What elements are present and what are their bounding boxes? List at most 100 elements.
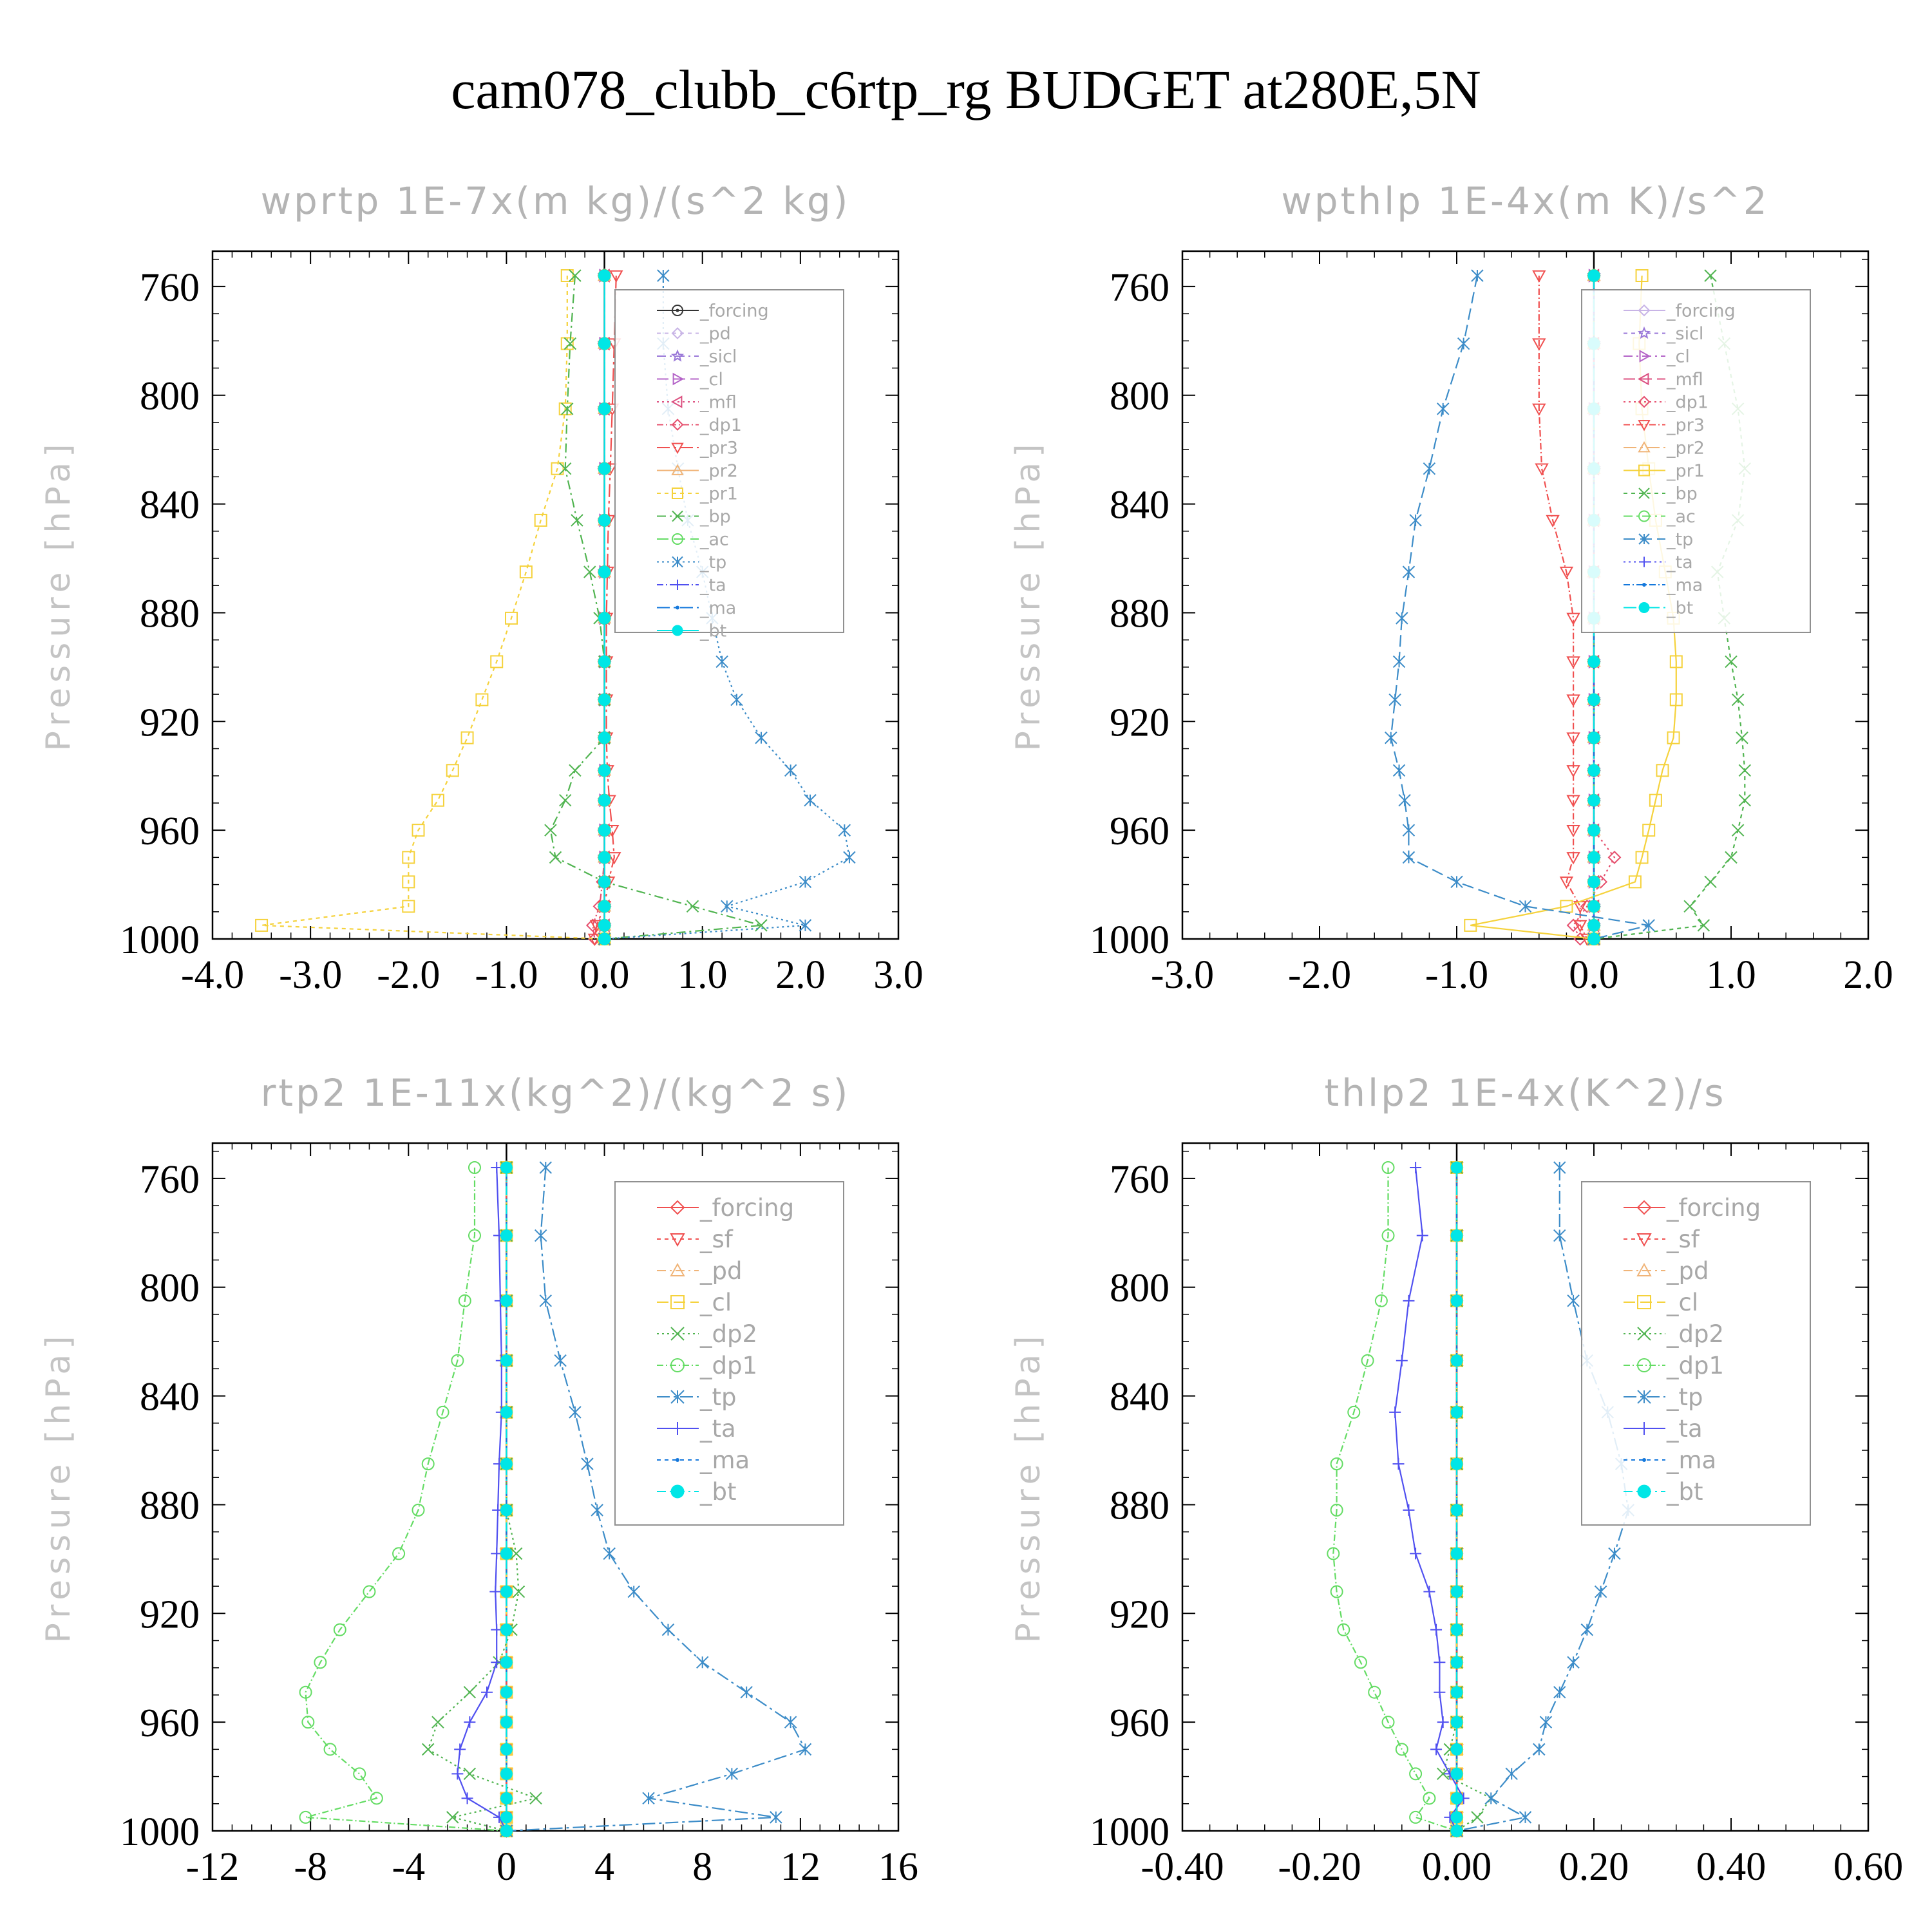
legend-marker [1637, 1484, 1651, 1499]
data-point_bp [561, 402, 574, 415]
data-point_pr1 [1669, 693, 1683, 706]
data-point_tp [1608, 1547, 1621, 1560]
data-point_tp [1553, 1686, 1566, 1699]
data-point_pr3 [1546, 515, 1560, 527]
legend-label: _pr2 [699, 461, 738, 481]
data-point_bp [1725, 851, 1738, 864]
data-point_bt [500, 1743, 513, 1756]
legend-marker [670, 1233, 685, 1247]
legend-marker [672, 510, 683, 522]
x-tick-label: 2.0 [775, 953, 826, 997]
data-point_bp [1704, 875, 1717, 889]
legend-marker [670, 1200, 685, 1215]
data-point_ta [1403, 1294, 1415, 1307]
data-point_pr3 [609, 270, 623, 283]
data-point_ta [1416, 1229, 1428, 1242]
data-point_tp [581, 1457, 594, 1470]
data-point_dp1 [468, 1160, 481, 1174]
data-point_bt [500, 1811, 513, 1824]
data-point_pr1 [558, 402, 572, 415]
data-point_dp1 [412, 1503, 425, 1517]
data-point_bt [598, 565, 611, 578]
data-point_tp [843, 851, 856, 864]
series_dp1 [299, 1160, 513, 1837]
data-point_bp [1725, 655, 1738, 668]
series-line_ta [457, 1167, 507, 1832]
data-point_bt [598, 764, 611, 777]
legend-marker [1636, 1262, 1652, 1276]
legend-label: _ta [699, 1415, 736, 1443]
data-point_tp [1402, 851, 1416, 864]
data-point_ta [1430, 1624, 1443, 1636]
data-point_pr1 [1642, 824, 1656, 837]
data-point_dp1 [1330, 1585, 1343, 1598]
data-point_bt [1587, 900, 1600, 913]
data-point_tp [740, 1686, 753, 1699]
data-point_tp [1567, 1656, 1580, 1669]
data-point_bt [598, 462, 611, 475]
y-tick-label: 880 [1110, 592, 1170, 636]
legend-marker [672, 372, 685, 386]
legend-marker [671, 464, 684, 475]
data-point_dp1 [585, 918, 600, 933]
y-tick-label: 800 [140, 375, 200, 419]
data-point_pr1 [1656, 764, 1669, 777]
data-point_dp1 [333, 1623, 346, 1636]
data-point_bt [598, 824, 611, 837]
x-tick-label: -4.0 [181, 953, 244, 997]
data-point_pr1 [560, 269, 574, 282]
data-point_bt [1450, 1547, 1463, 1560]
data-point_bt [500, 1504, 513, 1517]
data-point_tp [1423, 462, 1436, 475]
legend-marker [1639, 556, 1649, 567]
y-tick-label: 840 [140, 484, 200, 527]
data-point_tp [784, 764, 797, 777]
data-point_bt [500, 1656, 513, 1669]
x-tick-label: 0.40 [1696, 1845, 1766, 1889]
data-point_pr1 [446, 764, 459, 777]
legend-label: _ac [1666, 507, 1696, 527]
legend-label: _ma [699, 1446, 750, 1474]
data-point_bt [1587, 933, 1600, 945]
data-point_bt [598, 269, 611, 282]
y-tick-label: 1000 [120, 1810, 200, 1854]
legend-marker [1638, 510, 1650, 522]
legend-label: _cl [699, 1289, 732, 1316]
legend-marker [1637, 326, 1651, 339]
data-point_dp1 [458, 1294, 471, 1307]
data-point_tp [539, 1294, 552, 1307]
legend-label: _ma [699, 598, 736, 618]
legend-marker [676, 1458, 679, 1462]
legend-label: _ma [1666, 1446, 1716, 1474]
data-point_dp1 [1337, 1623, 1350, 1636]
data-point_bt [1450, 1811, 1463, 1824]
figure-title: cam078_clubb_c6rtp_rg BUDGET at280E,5N [451, 59, 1481, 120]
legend-marker [670, 1295, 685, 1309]
data-point_bt [598, 655, 611, 668]
data-point_bt [1450, 1767, 1463, 1780]
data-point_pr3 [1566, 765, 1580, 778]
data-point_bt [1450, 1354, 1463, 1367]
data-point_tp [1396, 612, 1408, 625]
data-point_tp [784, 1716, 797, 1728]
panel-3: rtp2 1E-11x(kg^2)/(kg^2 s) Pressure [hPa]… [39, 1071, 918, 1889]
legend-marker [1638, 304, 1651, 317]
data-point_tp [1392, 655, 1406, 668]
series_bt [598, 269, 611, 945]
series-line_tp [506, 1167, 807, 1832]
legend-marker [671, 1422, 684, 1435]
series-line_ta [1394, 1167, 1465, 1832]
legend-marker [670, 395, 683, 408]
data-point_pr3 [1566, 656, 1580, 669]
y-tick-label: 760 [1110, 266, 1170, 310]
data-point_tp [725, 1767, 739, 1781]
legend-label: _dp1 [1666, 1352, 1724, 1379]
legend-label: _tp [1666, 1383, 1703, 1411]
y-tick-label: 760 [140, 266, 200, 310]
legend-marker [670, 349, 685, 362]
data-point_bp [571, 514, 583, 527]
legend-label: _pr2 [1666, 438, 1705, 458]
legend-marker [1642, 1458, 1646, 1462]
y-axis-label: Pressure [hPa] [1009, 1331, 1048, 1643]
